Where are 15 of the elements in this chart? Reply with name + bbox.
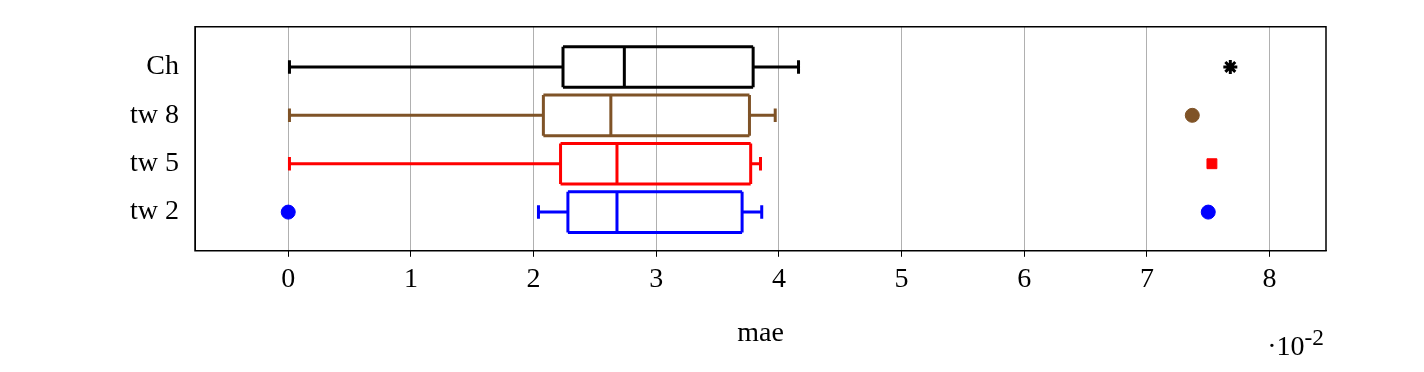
x-tick-label: 8	[1262, 261, 1277, 293]
x-tick-label: 1	[403, 261, 418, 293]
x-tick-label: 0	[281, 261, 296, 293]
y-tick-label: tw 8	[130, 97, 179, 129]
x-tick-label: 2	[526, 261, 541, 293]
x-tick-label: 3	[649, 261, 664, 293]
text: ·10$^{-2}$	[1267, 323, 1324, 362]
y-tick-label: tw 5	[130, 146, 179, 178]
x-tick-label: 5	[894, 261, 909, 293]
x-tick-label: 4	[771, 261, 786, 293]
x-axis-title: mae	[737, 315, 784, 347]
y-tick-label: tw 2	[130, 194, 179, 226]
x-tick-label: 7	[1139, 261, 1154, 293]
x-tick-label: 6	[1017, 261, 1032, 293]
y-tick-label: Ch	[146, 49, 179, 81]
